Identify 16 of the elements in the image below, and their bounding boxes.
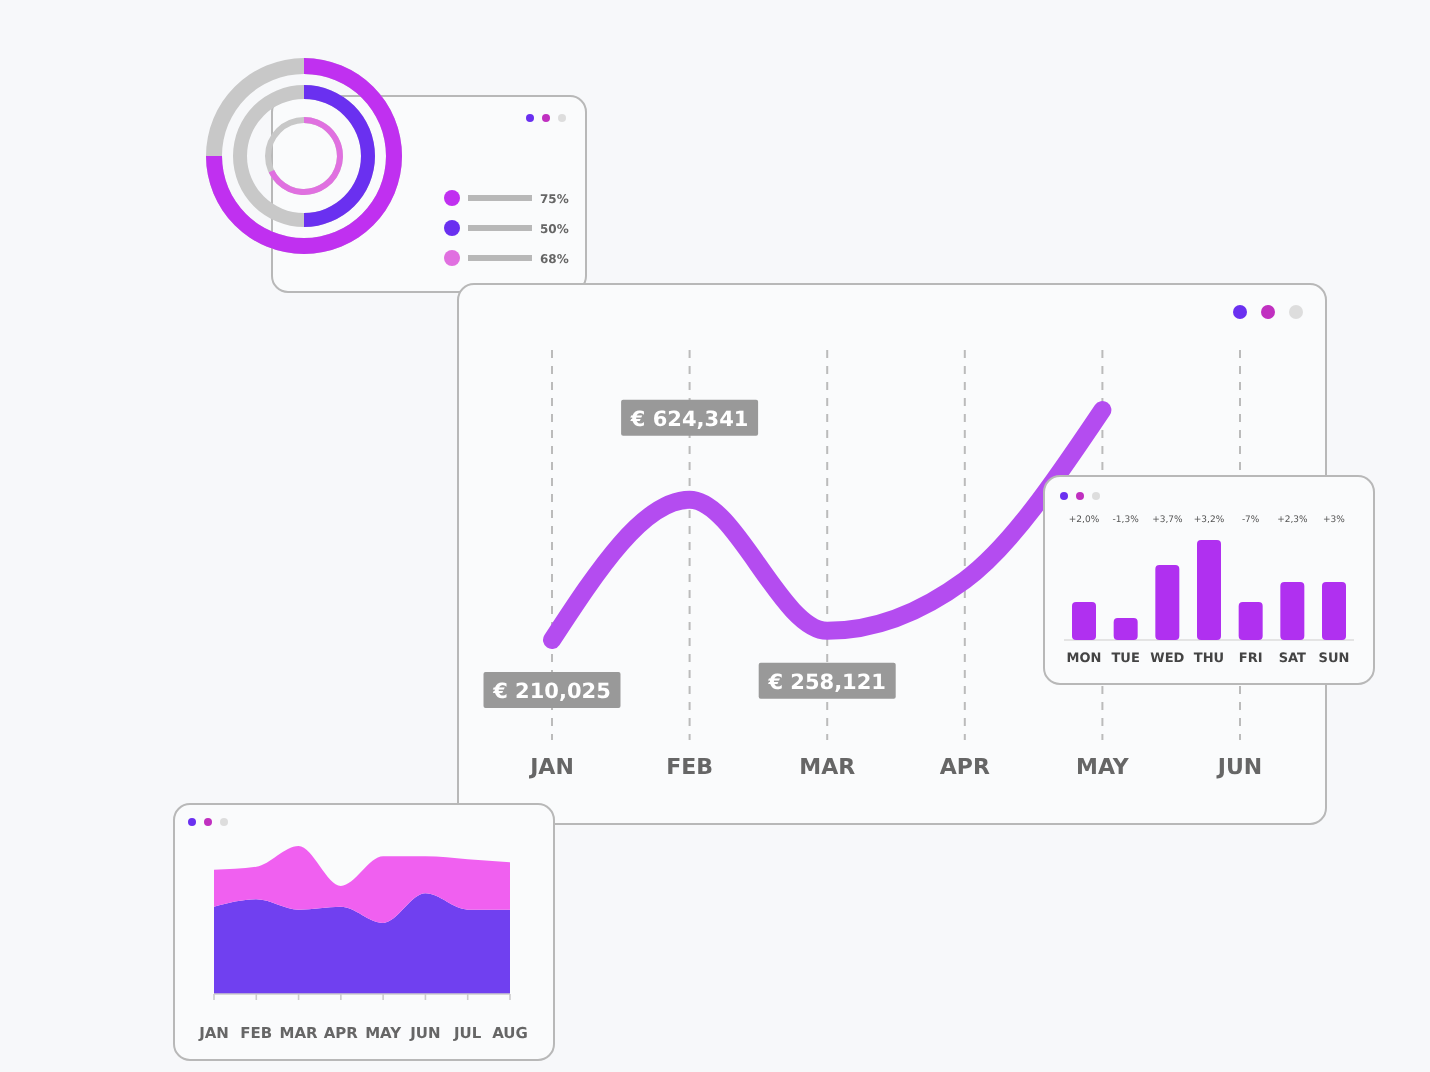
- x-tick-label: APR: [939, 754, 991, 780]
- text: € 258,121: [766, 670, 886, 695]
- bar: [1155, 565, 1180, 640]
- text: € 210,025: [491, 680, 611, 704]
- bar: [1322, 582, 1346, 640]
- bar: [1238, 602, 1263, 640]
- bar: [1197, 540, 1221, 640]
- annotation: € 624,341: [628, 407, 749, 432]
- x-tick-label: FEB: [666, 754, 714, 780]
- bar: [1072, 602, 1096, 640]
- x-tick-label: MAY: [1076, 754, 1131, 780]
- x-tick-label: JUN: [1215, 754, 1263, 780]
- bar: [1280, 582, 1305, 640]
- x-tick-label: JAN: [528, 754, 574, 780]
- bar: [1113, 618, 1138, 640]
- x-tick-label: MAR: [799, 754, 857, 780]
